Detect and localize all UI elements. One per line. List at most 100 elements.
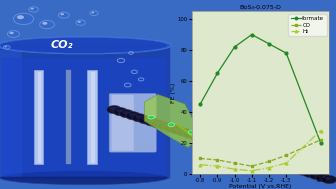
H₂ [215, 165, 219, 167]
Circle shape [297, 167, 311, 175]
Line: H₂: H₂ [199, 129, 322, 172]
Circle shape [202, 136, 216, 145]
Circle shape [76, 20, 85, 25]
Circle shape [246, 151, 261, 159]
Circle shape [173, 127, 179, 131]
Y-axis label: FE (%): FE (%) [171, 82, 176, 103]
Circle shape [189, 132, 204, 140]
Circle shape [110, 107, 116, 110]
Circle shape [107, 105, 122, 114]
formate [250, 33, 254, 36]
CO [267, 160, 271, 163]
FancyBboxPatch shape [0, 44, 171, 179]
Circle shape [9, 32, 14, 34]
Ellipse shape [0, 37, 171, 54]
Circle shape [17, 15, 24, 19]
Polygon shape [144, 94, 202, 147]
Circle shape [5, 46, 7, 47]
Circle shape [120, 110, 134, 118]
Bar [34, 70, 43, 164]
Circle shape [278, 161, 292, 169]
Circle shape [205, 138, 211, 141]
Circle shape [60, 13, 64, 15]
Circle shape [183, 130, 198, 139]
formate [284, 52, 288, 54]
H₂ [319, 129, 323, 132]
Circle shape [151, 120, 166, 128]
Circle shape [284, 163, 299, 171]
H₂ [198, 163, 202, 166]
Circle shape [214, 140, 229, 149]
Circle shape [145, 118, 160, 126]
Circle shape [116, 109, 122, 112]
Circle shape [290, 165, 305, 174]
Circle shape [13, 13, 34, 25]
Circle shape [3, 45, 10, 49]
Circle shape [126, 112, 140, 120]
Circle shape [58, 12, 69, 18]
H₂ [233, 168, 237, 170]
Circle shape [208, 138, 223, 147]
CO [284, 154, 288, 156]
Circle shape [227, 145, 242, 153]
Circle shape [306, 171, 312, 174]
Circle shape [42, 22, 47, 25]
Circle shape [179, 129, 185, 133]
Circle shape [199, 136, 204, 139]
FancyBboxPatch shape [0, 50, 22, 177]
Circle shape [288, 143, 296, 148]
Circle shape [148, 119, 154, 122]
Circle shape [275, 160, 280, 164]
Circle shape [148, 115, 155, 119]
Legend: formate, CO, H₂: formate, CO, H₂ [288, 14, 327, 36]
H₂ [250, 170, 254, 172]
FancyBboxPatch shape [112, 95, 134, 151]
Circle shape [123, 111, 128, 114]
Circle shape [233, 147, 248, 155]
formate [267, 43, 271, 45]
Circle shape [78, 21, 81, 23]
Circle shape [141, 117, 148, 120]
H₂ [267, 167, 271, 169]
formate [215, 72, 219, 74]
CO [319, 139, 323, 141]
Circle shape [262, 156, 268, 160]
Circle shape [268, 158, 274, 162]
Circle shape [319, 175, 325, 178]
Title: Bi₂S₃-0.075-D: Bi₂S₃-0.075-D [240, 5, 281, 10]
Circle shape [309, 171, 324, 180]
Circle shape [170, 126, 185, 134]
Circle shape [176, 128, 191, 136]
Circle shape [255, 154, 261, 157]
Circle shape [300, 169, 306, 172]
FancyBboxPatch shape [2, 58, 166, 177]
formate [319, 142, 323, 144]
X-axis label: Potential (V vs.RHE): Potential (V vs.RHE) [229, 184, 292, 189]
FancyBboxPatch shape [109, 94, 156, 152]
Circle shape [325, 177, 331, 180]
Circle shape [113, 108, 128, 116]
Circle shape [29, 7, 38, 12]
Circle shape [249, 152, 255, 155]
Circle shape [308, 155, 317, 159]
Circle shape [252, 153, 267, 161]
Circle shape [135, 115, 141, 118]
Circle shape [138, 116, 153, 124]
Bar [87, 70, 97, 164]
Circle shape [230, 146, 236, 149]
formate [198, 103, 202, 105]
Circle shape [265, 157, 280, 165]
Ellipse shape [0, 170, 168, 185]
Circle shape [237, 148, 242, 151]
Circle shape [164, 124, 178, 132]
Circle shape [186, 132, 192, 135]
Circle shape [129, 113, 135, 116]
Circle shape [259, 155, 274, 163]
Bar [91, 72, 95, 163]
CO [198, 157, 202, 160]
Line: formate: formate [199, 33, 322, 144]
Circle shape [312, 173, 318, 176]
CO [250, 165, 254, 167]
Circle shape [243, 150, 249, 153]
formate [233, 46, 237, 48]
